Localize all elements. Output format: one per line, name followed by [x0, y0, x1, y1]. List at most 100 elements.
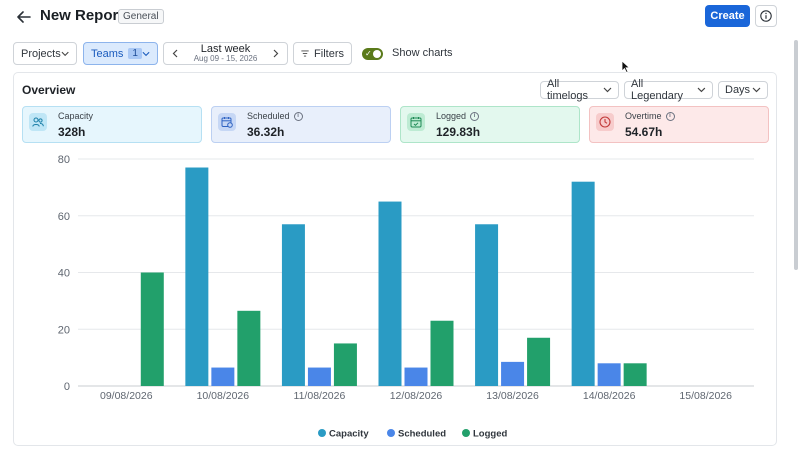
- legend-label: Logged: [473, 429, 507, 440]
- chevron-down-icon: [61, 51, 69, 56]
- legend-label: Capacity: [329, 429, 369, 440]
- bar-logged: [623, 363, 647, 386]
- page-header: New Report General Create: [0, 0, 800, 36]
- info-button[interactable]: [755, 5, 777, 27]
- title-badge: General: [118, 9, 164, 24]
- y-tick-label: 20: [58, 324, 70, 336]
- back-arrow-icon: [17, 11, 31, 23]
- clock-icon: [599, 116, 611, 128]
- x-tick-label: 13/08/2026: [486, 390, 539, 402]
- teams-count-badge: 1: [128, 48, 142, 59]
- mouse-cursor-icon: [621, 60, 631, 74]
- x-tick-label: 09/08/2026: [100, 390, 153, 402]
- days-dropdown-label: Days: [725, 84, 751, 96]
- legendary-dropdown-label: All Legendary: [631, 78, 683, 102]
- users-icon: [32, 117, 44, 127]
- info-icon[interactable]: i: [665, 111, 675, 121]
- bar-scheduled: [404, 367, 428, 386]
- y-tick-label: 40: [58, 268, 70, 280]
- previous-week-button[interactable]: [164, 43, 186, 64]
- capacity-card-label-text: Capacity: [58, 111, 94, 121]
- x-tick-label: 10/08/2026: [197, 390, 250, 402]
- x-tick-label: 11/08/2026: [294, 390, 346, 402]
- bar-logged: [430, 320, 454, 386]
- chevron-right-icon: [273, 49, 279, 58]
- calendar-clock-icon: [221, 117, 233, 128]
- scheduled-card-label-text: Scheduled: [247, 111, 290, 121]
- scheduled-card: Scheduled i 36.32h: [211, 106, 391, 143]
- chevron-down-icon: [697, 87, 706, 93]
- toggle-knob: [373, 50, 381, 58]
- scheduled-card-value: 36.32h: [247, 125, 285, 139]
- chevron-left-icon: [172, 49, 178, 58]
- chevron-down-icon: [142, 51, 150, 56]
- next-week-button[interactable]: [265, 43, 287, 64]
- filters-label: Filters: [314, 47, 344, 60]
- bar-logged: [140, 272, 164, 386]
- chevron-down-icon: [752, 87, 761, 93]
- x-tick-label: 15/08/2026: [679, 390, 732, 402]
- week-selector: Last week Aug 09 - 15, 2026: [163, 42, 288, 65]
- page-scrollbar[interactable]: [794, 40, 798, 270]
- legendary-dropdown[interactable]: All Legendary: [624, 78, 713, 102]
- card-icon-wrap: [29, 113, 47, 131]
- bar-capacity: [281, 224, 305, 386]
- card-icon-wrap: [596, 113, 614, 131]
- info-icon: [760, 10, 772, 22]
- teams-dropdown[interactable]: Teams 1: [83, 42, 158, 65]
- create-button[interactable]: Create: [705, 5, 750, 27]
- capacity-card: Capacity 328h: [22, 106, 202, 143]
- overtime-card: Overtime i 54.67h: [589, 106, 769, 143]
- bar-capacity: [185, 167, 209, 386]
- bar-logged: [333, 343, 357, 386]
- logged-card-label: Logged i: [436, 111, 480, 121]
- logged-card: Logged i 129.83h: [400, 106, 580, 143]
- teams-label: Teams: [91, 47, 124, 60]
- logged-card-label-text: Logged: [436, 111, 467, 121]
- legend-marker: [318, 429, 326, 437]
- week-label: Last week: [200, 43, 251, 56]
- scheduled-card-label: Scheduled i: [247, 111, 303, 121]
- capacity-card-value: 328h: [58, 125, 86, 139]
- show-charts-label: Show charts: [392, 47, 453, 59]
- back-button[interactable]: [14, 7, 34, 27]
- bar-scheduled: [597, 363, 621, 386]
- days-dropdown[interactable]: Days: [718, 81, 768, 99]
- projects-label: Projects: [21, 47, 61, 60]
- week-range: Aug 09 - 15, 2026: [193, 54, 258, 64]
- projects-dropdown[interactable]: Projects: [13, 42, 77, 65]
- timelogs-dropdown-label: All timelogs: [547, 78, 588, 102]
- filter-icon: [301, 50, 309, 57]
- y-tick-label: 80: [58, 154, 70, 166]
- bar-capacity: [571, 181, 595, 386]
- legend-marker: [462, 429, 470, 437]
- overtime-card-label: Overtime i: [625, 111, 675, 121]
- timelogs-dropdown[interactable]: All timelogs: [540, 78, 619, 102]
- y-tick-label: 60: [58, 211, 70, 223]
- page-title: New Report: [40, 7, 124, 24]
- calendar-check-icon: [410, 117, 422, 128]
- filters-button[interactable]: Filters: [293, 42, 352, 65]
- bar-logged: [527, 337, 551, 386]
- y-tick-label: 0: [64, 381, 70, 393]
- chevron-down-icon: [603, 87, 612, 93]
- bar-capacity: [475, 224, 499, 386]
- x-tick-label: 12/08/2026: [390, 390, 443, 402]
- week-display[interactable]: Last week Aug 09 - 15, 2026: [186, 43, 265, 64]
- overtime-card-label-text: Overtime: [625, 111, 662, 121]
- card-icon-wrap: [407, 113, 425, 131]
- legend-marker: [387, 429, 395, 437]
- bar-capacity: [378, 201, 402, 386]
- info-icon[interactable]: i: [293, 111, 303, 121]
- show-charts-toggle[interactable]: ✓: [362, 48, 383, 60]
- info-icon[interactable]: i: [470, 111, 480, 121]
- overview-title: Overview: [22, 83, 76, 97]
- check-icon: ✓: [365, 49, 372, 58]
- legend-label: Scheduled: [398, 429, 446, 440]
- bar-scheduled: [501, 361, 525, 386]
- logged-card-value: 129.83h: [436, 125, 481, 139]
- overtime-card-value: 54.67h: [625, 125, 663, 139]
- bar-scheduled: [307, 367, 331, 386]
- card-icon-wrap: [218, 113, 236, 131]
